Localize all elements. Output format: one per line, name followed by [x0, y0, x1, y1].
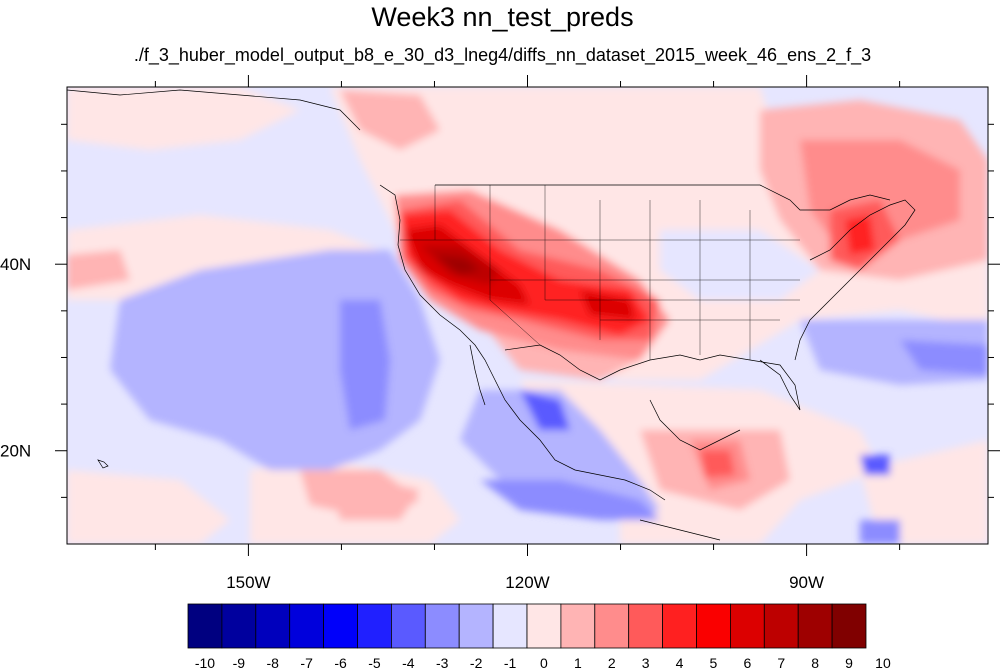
colorbar-swatch [797, 603, 833, 649]
colorbar-swatch [560, 603, 596, 649]
colorbar-label: 2 [608, 655, 616, 671]
axis-ticks [55, 75, 1000, 556]
colorbar-label: 5 [710, 655, 718, 671]
colorbar: -10 -9 -8 -7 -6 -5 -4 -3 -2 -1 0 1 2 3 4 5 6 7 8 9 10 [187, 603, 891, 671]
lon-axis-labels: 150W 120W 90W [226, 573, 824, 592]
colorbar-swatch [187, 603, 223, 649]
colorbar-swatch [730, 603, 765, 649]
colorbar-label: 7 [777, 655, 785, 671]
contour-field [67, 87, 988, 544]
colorbar-swatch [390, 603, 426, 649]
lon-label: 150W [226, 573, 270, 592]
colorbar-swatch [763, 603, 799, 649]
colorbar-swatch [357, 603, 392, 649]
lat-label: 20N [0, 442, 31, 461]
colorbar-swatch [255, 603, 291, 649]
lon-label: 120W [505, 573, 549, 592]
colorbar-swatch [492, 603, 528, 649]
colorbar-label: 0 [540, 655, 548, 671]
colorbar-label: 6 [743, 655, 751, 671]
state-borders [400, 185, 800, 360]
colorbar-label: 4 [676, 655, 684, 671]
colorbar-label: -8 [267, 655, 280, 671]
lat-axis-labels: 40N 20N [0, 255, 31, 461]
colorbar-label: -10 [195, 655, 215, 671]
colorbar-swatch [458, 603, 494, 649]
map-subtitle: ./f_3_huber_model_output_b8_e_30_d3_lneg… [133, 45, 872, 65]
colorbar-swatch [424, 603, 460, 649]
colorbar-label: 10 [875, 655, 891, 671]
colorbar-swatch [221, 603, 257, 649]
colorbar-swatch [526, 603, 562, 649]
colorbar-swatch [323, 603, 358, 649]
colorbar-label: 8 [811, 655, 819, 671]
colorbar-label: 1 [574, 655, 582, 671]
colorbar-swatch [289, 603, 325, 649]
lon-label: 90W [789, 573, 824, 592]
colorbar-label: 9 [845, 655, 853, 671]
coastlines [67, 89, 916, 541]
colorbar-label: -4 [402, 655, 415, 671]
colorbar-swatch [831, 603, 867, 649]
map-title: Week3 nn_test_preds [371, 2, 634, 32]
colorbar-label: -6 [334, 655, 347, 671]
colorbar-label: -2 [470, 655, 483, 671]
colorbar-label: -1 [504, 655, 517, 671]
lat-label: 40N [0, 255, 31, 274]
colorbar-swatch [662, 603, 697, 649]
colorbar-label: 3 [642, 655, 650, 671]
colorbar-label: -9 [233, 655, 246, 671]
colorbar-swatch [696, 603, 731, 649]
colorbar-label: -5 [368, 655, 381, 671]
colorbar-swatch [594, 603, 630, 649]
colorbar-label: -3 [436, 655, 449, 671]
colorbar-swatch [628, 603, 664, 649]
colorbar-label: -7 [300, 655, 313, 671]
